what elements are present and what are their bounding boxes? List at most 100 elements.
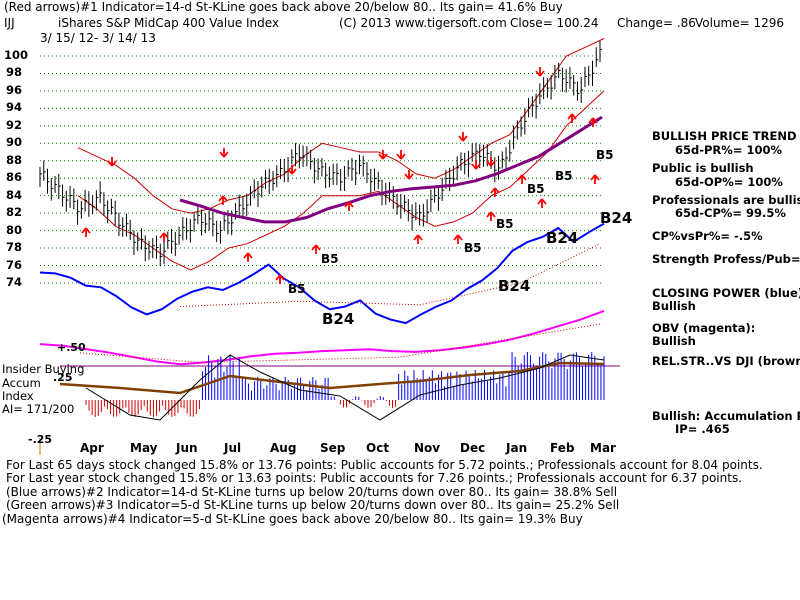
label-b24: B24 — [546, 229, 579, 247]
obv-trend — [79, 323, 601, 363]
sell-arrow — [287, 165, 297, 175]
relative-strength-line — [59, 361, 605, 395]
obv-title: OBV (magenta): — [652, 321, 756, 335]
closing-power-trend — [179, 243, 601, 308]
buy-arrow — [490, 187, 500, 197]
upper-band — [77, 38, 605, 214]
buy-arrow — [537, 198, 547, 208]
sell-arrow — [458, 132, 468, 142]
footer-65day: For Last 65 days stock changed 15.8% or … — [6, 458, 763, 472]
label-b5: B5 — [496, 217, 514, 231]
y-tick-label: 98 — [6, 65, 23, 80]
accum-ma-line — [85, 354, 605, 421]
month-label: Jan — [506, 441, 528, 455]
y-tick-label: 82 — [6, 205, 23, 220]
closing-power-line — [39, 222, 605, 325]
label-b5: B5 — [321, 252, 339, 266]
buy-arrow — [344, 201, 354, 211]
buy-arrow — [588, 117, 598, 127]
trend-title: BULLISH PRICE TREND — [652, 129, 797, 143]
close-value: Close= 100.24 — [510, 16, 599, 30]
cp-vs-pr: CP%vsPr%= -.5% — [652, 229, 763, 243]
sell-arrow — [396, 150, 406, 160]
month-label: Sep — [320, 441, 346, 455]
month-label: Jul — [224, 441, 242, 455]
label-b5: B5 — [555, 169, 573, 183]
security-name: iShares S&P MidCap 400 Value Index — [58, 16, 280, 30]
y-tick-label: 94 — [6, 100, 23, 115]
accum-status: Bullish: Accumulation Risi — [652, 409, 800, 423]
y-tick-label: 96 — [6, 82, 23, 97]
y-tick-label: 92 — [6, 117, 23, 132]
month-label: Dec — [460, 441, 486, 455]
accum-top-label: +.50 — [57, 341, 86, 354]
y-tick-label: 100 — [4, 48, 29, 62]
buy-arrow — [567, 113, 577, 123]
op-value: 65d-OP%= 100% — [675, 175, 783, 189]
index-label: Index — [2, 389, 34, 403]
ai-label: AI= 171/200 — [2, 402, 75, 416]
volume-value: Volume= 1296 — [695, 16, 785, 30]
label-b5: B5 — [464, 241, 482, 255]
footer-blue-arrows: (Blue arrows)#2 Indicator=14-d St-KLine … — [6, 485, 618, 499]
closing-power-title: CLOSING POWER (blue): — [652, 286, 800, 300]
footer-green-arrows: (Green arrows)#3 Indicator=5-d St-KLine … — [6, 498, 620, 512]
accum-label: Accum — [2, 376, 41, 390]
price-bars — [39, 40, 602, 267]
month-label: Jun — [176, 441, 198, 455]
buy-arrow — [243, 252, 253, 262]
y-tick-label: 88 — [6, 152, 23, 167]
copyright: (C) 2013 www.tigersoft.com — [339, 16, 507, 30]
label-b5: B5 — [527, 182, 545, 196]
public-status: Public is bullish — [652, 161, 754, 175]
y-tick-label: 78 — [6, 240, 23, 255]
relstr-label: REL.STR..VS DJI (brown) — [652, 354, 800, 368]
month-label: Aug — [270, 441, 297, 455]
month-label: Mar — [590, 441, 616, 455]
cp-value: 65d-CP%= 99.5% — [675, 206, 786, 220]
change-value: Change= .86 — [617, 16, 696, 30]
buy-arrow — [486, 211, 496, 221]
buy-arrow — [218, 195, 228, 205]
indicator-lines — [39, 115, 605, 366]
lower-band — [77, 90, 605, 271]
y-tick-label: 80 — [6, 222, 23, 237]
y-tick-label: 86 — [6, 170, 23, 185]
y-tick-label: 90 — [6, 135, 23, 150]
footer-magenta-arrows: (Magenta arrows)#4 Indicator=5-d St-KLin… — [2, 512, 583, 526]
sell-arrow — [378, 150, 388, 160]
y-tick-label: 84 — [6, 187, 23, 202]
buy-arrow — [590, 174, 600, 184]
month-label: Feb — [550, 441, 575, 455]
buy-arrow — [413, 234, 423, 244]
pr-value: 65d-PR%= 100% — [675, 143, 782, 157]
date-range: 3/ 15/ 12- 3/ 14/ 13 — [40, 31, 156, 45]
sell-arrow — [486, 157, 496, 167]
y-tick-label: 76 — [6, 257, 23, 272]
month-label: Nov — [414, 441, 441, 455]
accumulation-panel — [39, 352, 620, 455]
sell-arrow — [535, 67, 545, 77]
month-label: Apr — [80, 441, 104, 455]
label-b5: B5 — [596, 148, 614, 162]
sell-arrow — [471, 160, 481, 170]
indicator-1-caption: (Red arrows)#1 Indicator=14-d St-KLine g… — [4, 0, 563, 14]
footer-year: For Last year stock changed 15.8% or 13.… — [6, 471, 743, 485]
sell-arrow — [404, 170, 414, 180]
buy-arrow — [453, 234, 463, 244]
sell-arrow — [219, 148, 229, 158]
obv-value: Bullish — [652, 334, 696, 348]
insider-label: Insider Buying — [2, 362, 85, 376]
y-tick-label: 74 — [6, 274, 23, 289]
sell-arrow — [107, 157, 117, 167]
signal-arrows — [81, 67, 600, 284]
moving-average-line — [179, 115, 603, 224]
accum-bottom-label: -.25 — [28, 433, 53, 446]
bands — [77, 38, 605, 271]
buy-arrow — [159, 232, 169, 242]
strength: Strength Profess/Pub= 1.4 — [652, 252, 800, 266]
pros-status: Professionals are bullish — [652, 193, 800, 207]
label-b24: B24 — [600, 209, 633, 227]
buy-arrow — [275, 274, 285, 284]
